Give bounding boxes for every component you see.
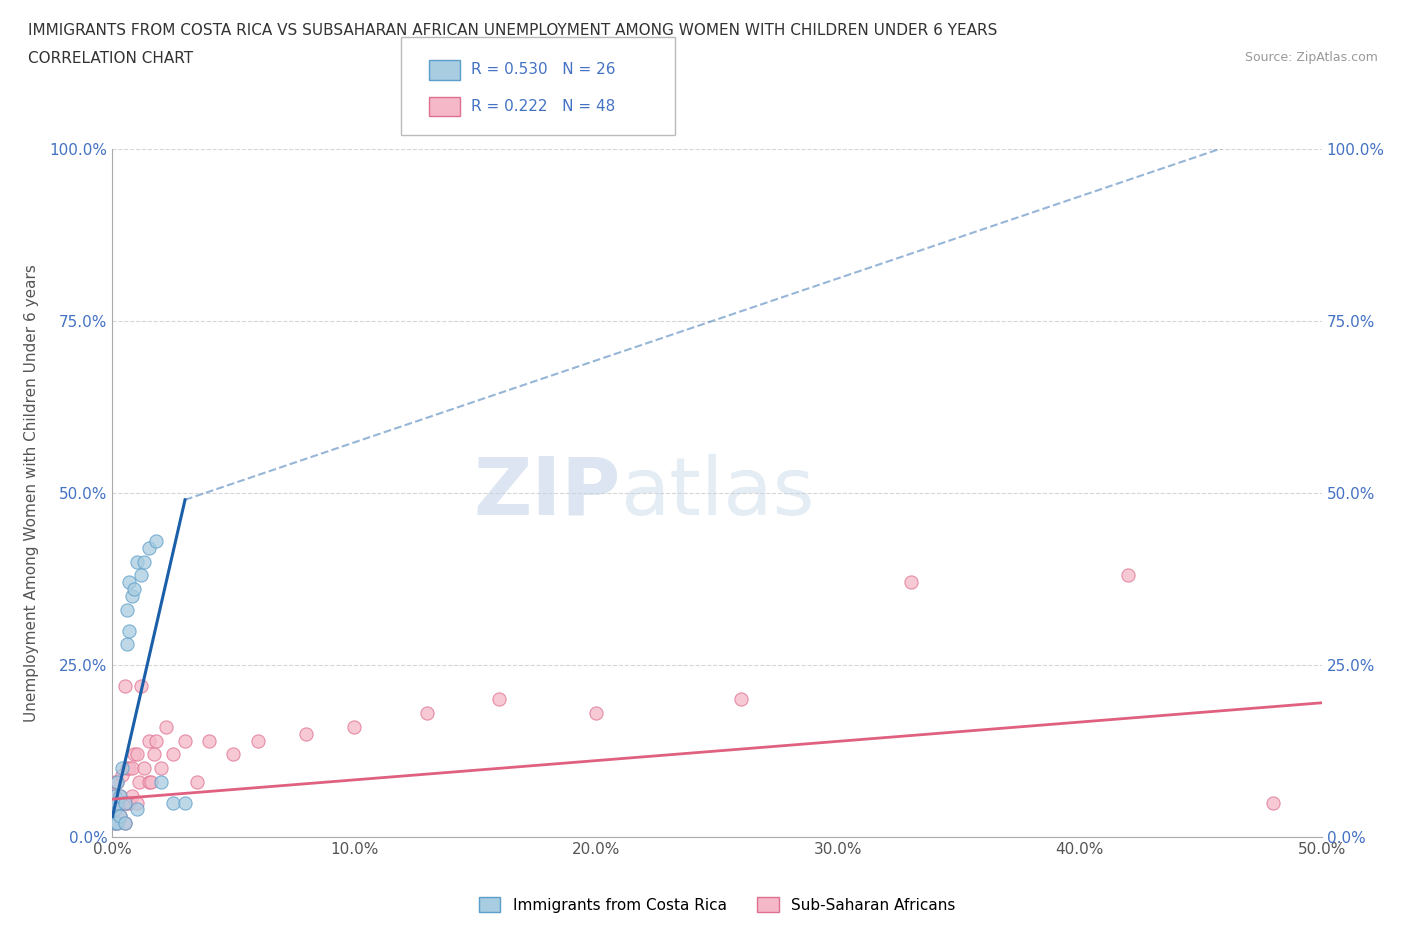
Point xyxy=(105,795,128,810)
Point xyxy=(155,720,177,735)
Point xyxy=(118,761,141,776)
Point xyxy=(1116,568,1139,583)
Point xyxy=(114,795,136,810)
Point xyxy=(1263,795,1285,810)
Point xyxy=(104,802,127,817)
Point xyxy=(122,582,145,597)
Point xyxy=(131,678,153,693)
Point xyxy=(125,747,148,762)
Point xyxy=(105,795,128,810)
Point xyxy=(198,733,221,748)
Point xyxy=(104,789,127,804)
Point xyxy=(108,809,131,824)
Point xyxy=(131,568,153,583)
Point xyxy=(108,809,131,824)
Point xyxy=(114,816,136,830)
Point xyxy=(104,789,127,804)
Point xyxy=(128,775,150,790)
Point xyxy=(132,761,155,776)
Point xyxy=(142,747,165,762)
Point xyxy=(108,789,131,804)
Point xyxy=(122,747,145,762)
Text: atlas: atlas xyxy=(620,454,814,532)
Point xyxy=(114,678,136,693)
Point xyxy=(186,775,208,790)
Point xyxy=(125,554,148,569)
Point xyxy=(105,816,128,830)
Point xyxy=(141,775,163,790)
Point xyxy=(115,603,138,618)
Point xyxy=(138,775,160,790)
Point xyxy=(104,816,127,830)
Point xyxy=(149,775,172,790)
Point xyxy=(138,540,160,555)
Y-axis label: Unemployment Among Women with Children Under 6 years: Unemployment Among Women with Children U… xyxy=(24,264,38,722)
Point xyxy=(104,802,127,817)
Point xyxy=(104,775,127,790)
Point xyxy=(585,706,607,721)
Point xyxy=(145,534,167,549)
Point xyxy=(416,706,439,721)
Point xyxy=(111,767,134,782)
Point xyxy=(114,795,136,810)
Point xyxy=(125,795,148,810)
Point xyxy=(343,720,366,735)
Point xyxy=(125,802,148,817)
Point xyxy=(246,733,269,748)
Text: ZIP: ZIP xyxy=(472,454,620,532)
Point xyxy=(115,795,138,810)
Point xyxy=(730,692,752,707)
Point xyxy=(121,789,143,804)
Point xyxy=(132,554,155,569)
Point xyxy=(111,761,134,776)
Point xyxy=(174,733,197,748)
Point xyxy=(105,816,128,830)
Point xyxy=(222,747,245,762)
Point xyxy=(149,761,172,776)
Point xyxy=(174,795,197,810)
Point xyxy=(115,761,138,776)
Point xyxy=(121,761,143,776)
Point xyxy=(118,623,141,638)
Point xyxy=(900,575,922,590)
Point xyxy=(114,816,136,830)
Text: R = 0.222   N = 48: R = 0.222 N = 48 xyxy=(471,99,616,113)
Point xyxy=(145,733,167,748)
Point xyxy=(118,795,141,810)
Point xyxy=(121,589,143,604)
Point xyxy=(162,747,184,762)
Point xyxy=(105,775,128,790)
Point xyxy=(138,733,160,748)
Point xyxy=(118,575,141,590)
Point xyxy=(488,692,510,707)
Point xyxy=(108,789,131,804)
Point xyxy=(295,726,318,741)
Point xyxy=(111,795,134,810)
Text: CORRELATION CHART: CORRELATION CHART xyxy=(28,51,193,66)
Point xyxy=(105,775,128,790)
Point xyxy=(162,795,184,810)
Text: Source: ZipAtlas.com: Source: ZipAtlas.com xyxy=(1244,51,1378,64)
Point xyxy=(104,816,127,830)
Legend: Immigrants from Costa Rica, Sub-Saharan Africans: Immigrants from Costa Rica, Sub-Saharan … xyxy=(472,891,962,919)
Text: R = 0.530   N = 26: R = 0.530 N = 26 xyxy=(471,62,616,77)
Point xyxy=(115,637,138,652)
Text: IMMIGRANTS FROM COSTA RICA VS SUBSAHARAN AFRICAN UNEMPLOYMENT AMONG WOMEN WITH C: IMMIGRANTS FROM COSTA RICA VS SUBSAHARAN… xyxy=(28,23,997,38)
